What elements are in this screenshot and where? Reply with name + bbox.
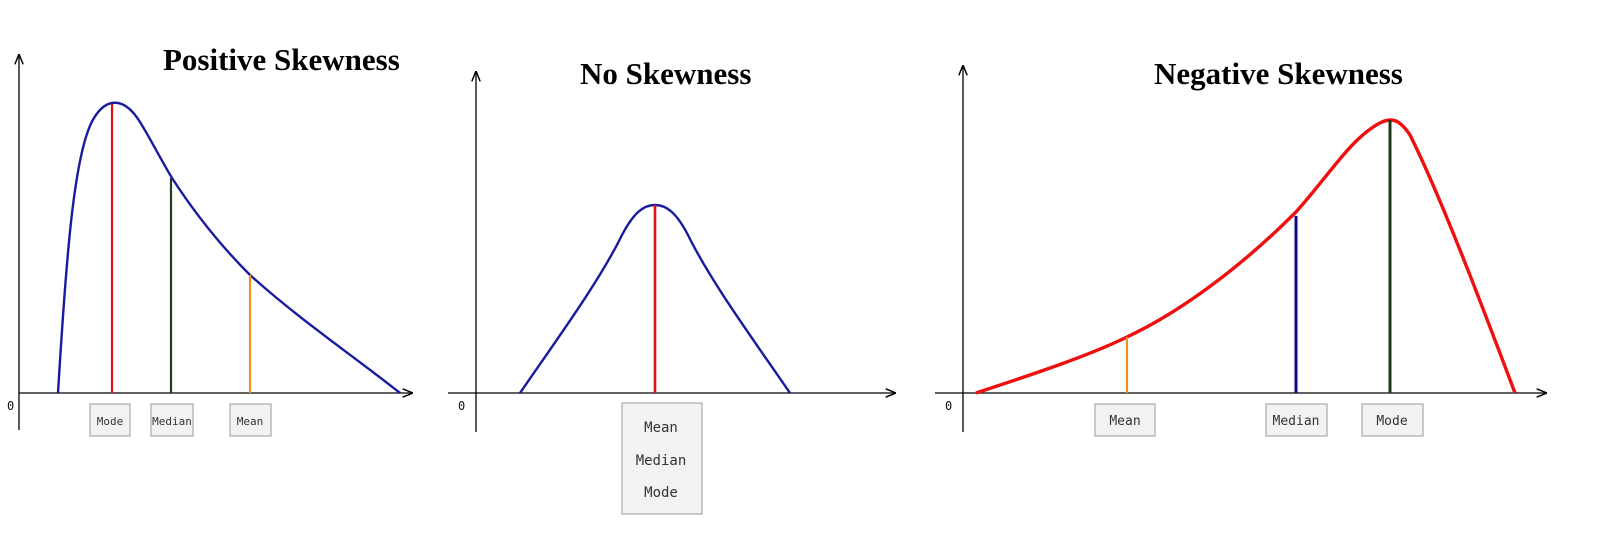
- svg-text:Mode: Mode: [1376, 414, 1407, 429]
- svg-text:Median: Median: [1273, 414, 1320, 429]
- svg-text:Mode: Mode: [97, 415, 124, 428]
- median-label: Median: [150, 403, 194, 437]
- svg-text:Mean: Mean: [644, 420, 678, 436]
- origin-label: 0: [945, 399, 952, 413]
- origin-label: 0: [7, 399, 14, 413]
- distribution-curve: [56, 101, 401, 394]
- panel-positive-skewness: Positive Skewness 0 Mode Median Mean: [7, 42, 412, 437]
- mean-label: Mean: [229, 403, 272, 437]
- panel-title: Negative Skewness: [1154, 56, 1403, 91]
- mode-label: Mode: [1361, 403, 1424, 437]
- svg-text:Median: Median: [152, 415, 192, 428]
- panel-title: No Skewness: [580, 56, 751, 91]
- svg-text:Mean: Mean: [237, 415, 264, 428]
- origin-label: 0: [458, 399, 465, 413]
- panel-negative-skewness: Negative Skewness 0 Mean Median Mode: [935, 56, 1546, 437]
- panel-no-skewness: No Skewness 0 Mean Median Mode: [448, 56, 895, 515]
- median-label: Median: [1265, 403, 1328, 437]
- mode-label: Mode: [89, 403, 131, 437]
- mean-label: Mean: [1094, 403, 1156, 437]
- svg-text:Mode: Mode: [644, 485, 678, 501]
- svg-text:Median: Median: [636, 453, 687, 469]
- mean-median-mode-label: Mean Median Mode: [621, 402, 703, 515]
- svg-text:Mean: Mean: [1109, 414, 1140, 429]
- distribution-curve: [975, 118, 1517, 395]
- panel-title: Positive Skewness: [163, 42, 400, 77]
